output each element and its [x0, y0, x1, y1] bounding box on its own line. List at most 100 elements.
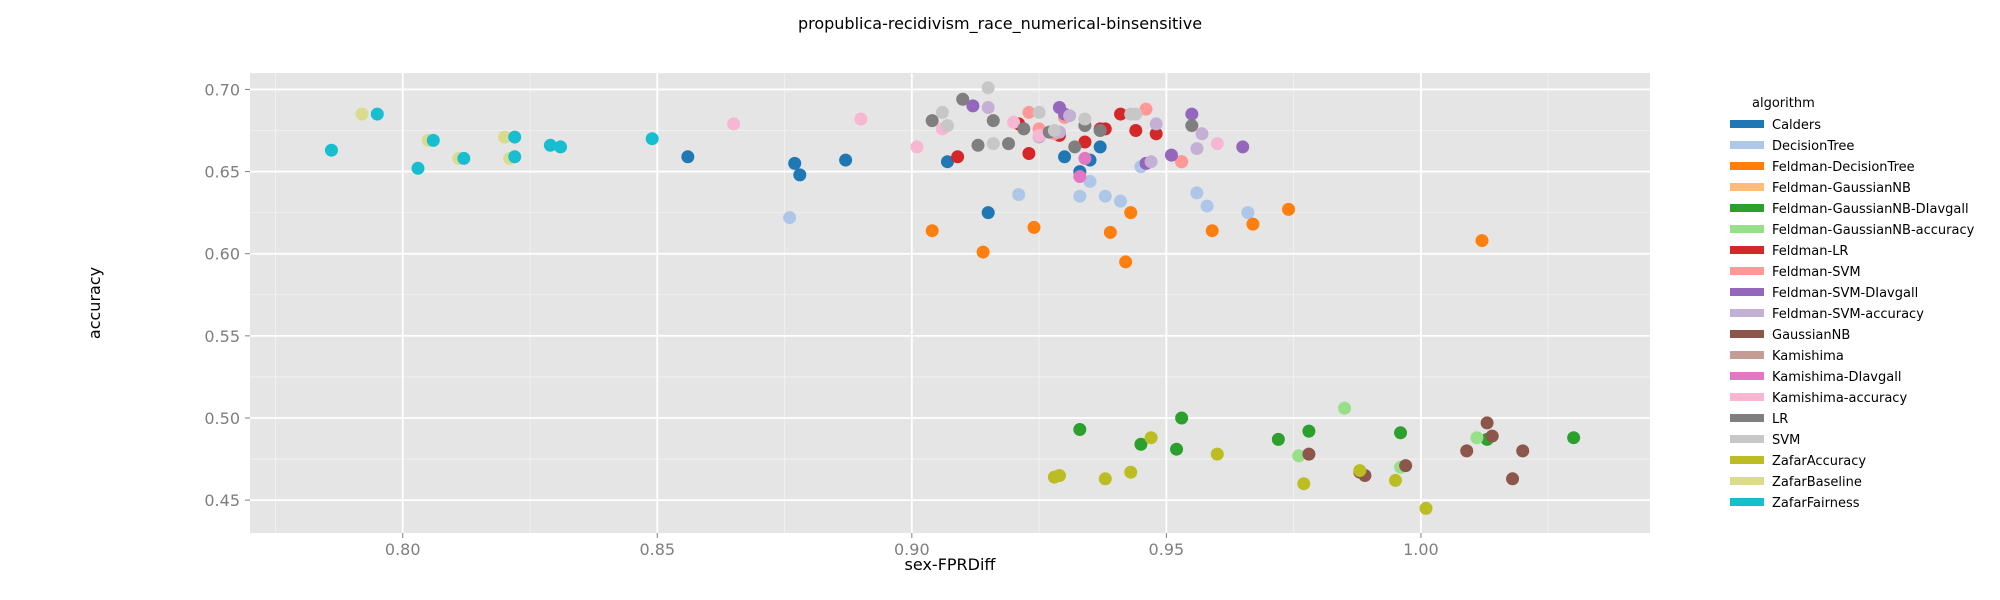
data-point — [411, 161, 425, 175]
x-axis-title: sex-FPRDiff — [905, 555, 997, 574]
data-point — [1271, 432, 1285, 446]
legend-swatch — [1730, 204, 1764, 212]
data-point — [1567, 431, 1581, 445]
legend-label: Feldman-DecisionTree — [1772, 160, 1915, 175]
legend-label: Feldman-LR — [1772, 244, 1848, 259]
legend: algorithm Calders DecisionTree Feldman-Dec… — [1730, 96, 1975, 511]
data-point — [981, 101, 995, 114]
legend-label: Feldman-GaussianNB-accuracy — [1772, 223, 1975, 238]
data-point — [1124, 206, 1138, 220]
plot-background — [250, 73, 1650, 533]
data-point — [370, 107, 384, 121]
data-point — [793, 168, 807, 182]
data-point — [543, 138, 557, 152]
grid-lines — [250, 73, 1650, 533]
data-point — [355, 107, 369, 121]
data-point — [727, 117, 741, 131]
legend-label: Feldman-SVM — [1772, 265, 1861, 280]
data-point — [1032, 105, 1046, 119]
data-point — [554, 140, 568, 154]
data-point — [839, 153, 853, 167]
data-point — [1185, 107, 1199, 121]
x-tick-label: 0.80 — [385, 540, 421, 559]
data-point — [788, 156, 802, 170]
data-point — [1073, 423, 1087, 436]
data-point — [981, 206, 995, 220]
legend-swatch — [1730, 162, 1764, 170]
y-tick-label: 0.55 — [204, 327, 240, 346]
y-tick-label: 0.45 — [204, 491, 240, 510]
legend-swatch — [1730, 141, 1764, 149]
data-point — [940, 119, 954, 133]
data-point — [1185, 119, 1199, 133]
data-point — [1047, 124, 1061, 137]
data-point — [971, 138, 985, 152]
legend-swatch — [1730, 267, 1764, 275]
legend-label: Kamishima-accuracy — [1772, 391, 1907, 406]
data-point — [1129, 107, 1143, 121]
legend-swatch — [1730, 309, 1764, 317]
data-point — [1012, 188, 1026, 202]
data-point — [1394, 426, 1408, 440]
legend-label: Kamishima-DIavgall — [1772, 370, 1901, 385]
legend-label: DecisionTree — [1772, 139, 1854, 154]
data-point — [1470, 431, 1484, 445]
legend-swatch — [1730, 456, 1764, 464]
legend-label: ZafarFairness — [1772, 496, 1860, 511]
data-point — [1338, 401, 1352, 415]
legend-label: Calders — [1772, 118, 1821, 133]
data-point — [1190, 142, 1204, 156]
legend-swatch — [1730, 351, 1764, 359]
data-point — [1205, 224, 1219, 238]
legend-label: SVM — [1772, 433, 1800, 448]
data-point — [498, 130, 512, 144]
data-point — [1164, 148, 1178, 162]
data-point — [1073, 170, 1087, 183]
data-point — [1236, 140, 1250, 154]
legend-swatch — [1730, 477, 1764, 485]
data-point — [681, 150, 695, 164]
data-point — [1282, 202, 1296, 216]
data-point — [1195, 127, 1209, 141]
data-points — [324, 81, 1581, 515]
data-point — [1144, 155, 1158, 169]
data-point — [1007, 115, 1021, 129]
data-point — [1093, 124, 1107, 137]
data-point — [1032, 128, 1046, 142]
data-point — [1124, 465, 1138, 479]
data-point — [1388, 473, 1402, 487]
legend-swatch — [1730, 183, 1764, 191]
axis-ticks: 0.80 0.85 0.90 0.95 1.00 0.45 0.50 0.55 0.60 0.65… — [204, 80, 1438, 559]
legend-swatch — [1730, 372, 1764, 380]
data-point — [1078, 135, 1092, 149]
data-point — [1170, 442, 1184, 456]
data-point — [426, 133, 440, 147]
data-point — [1399, 459, 1413, 473]
data-point — [1078, 151, 1092, 165]
legend-label: ZafarBaseline — [1772, 475, 1862, 490]
legend-swatch — [1730, 393, 1764, 401]
legend-swatch — [1730, 288, 1764, 296]
data-point — [1129, 124, 1143, 137]
data-point — [1480, 416, 1494, 430]
data-point — [1516, 444, 1530, 458]
data-point — [986, 114, 1000, 128]
data-point — [1103, 225, 1117, 239]
data-point — [1506, 472, 1520, 486]
data-point — [1134, 437, 1148, 451]
data-point — [966, 99, 980, 113]
data-point — [981, 81, 995, 95]
data-point — [1149, 127, 1163, 141]
data-point — [940, 155, 954, 169]
data-point — [508, 150, 522, 164]
data-point — [1058, 150, 1072, 164]
data-point — [1175, 411, 1189, 425]
data-point — [976, 245, 990, 259]
plot-area: 0.80 0.85 0.90 0.95 1.00 0.45 0.50 0.55 0.60 0.65… — [204, 73, 1650, 559]
data-point — [956, 92, 970, 106]
data-point — [645, 132, 659, 146]
data-point — [1144, 431, 1158, 445]
y-tick-label: 0.70 — [204, 80, 240, 99]
data-point — [1475, 234, 1489, 248]
